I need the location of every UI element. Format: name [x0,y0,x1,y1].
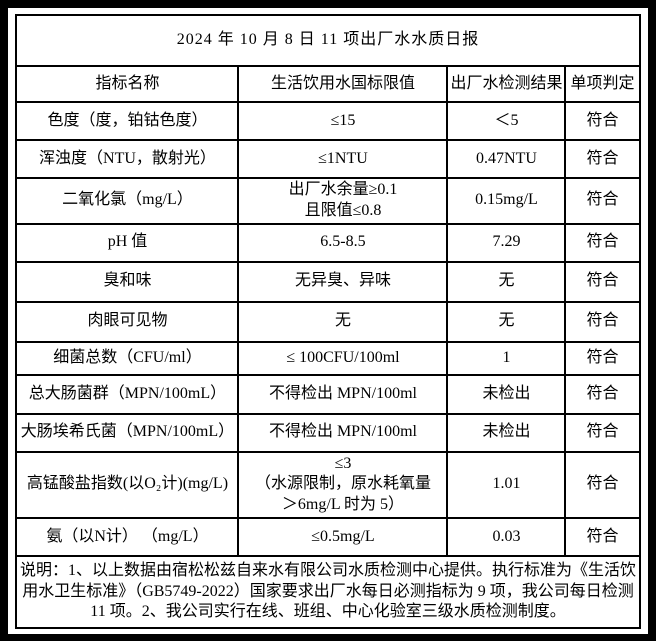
result-cell: 0.03 [446,516,567,557]
header-row: 指标名称 生活饮用水国标限值 出厂水检测结果 单项判定 [15,65,641,103]
judgement-cell: 符合 [564,516,641,557]
title-row: 2024 年 10 月 8 日 11 项出厂水水质日报 [15,14,641,67]
column-header-result: 出厂水检测结果 [446,65,567,103]
water-quality-report-table: 2024 年 10 月 8 日 11 项出厂水水质日报 指标名称 生活饮用水国标… [15,14,641,629]
indicator-name-cell: 肉眼可见物 [15,300,240,343]
indicator-name-cell: 高锰酸盐指数(以O₂计)(mg/L) [15,450,240,519]
result-cell: 1 [446,340,567,376]
judgement-cell: 符合 [564,222,641,263]
limit-cell: 出厂水余量≥0.1 且限值≤0.8 [237,177,449,225]
result-cell: 7.29 [446,222,567,263]
indicator-name-cell: 色度（度，铂钴色度） [15,101,240,141]
table-row: 肉眼可见物 无 无 符合 [15,300,641,343]
limit-cell: ≤ 100CFU/100ml [237,340,449,376]
table-row: 二氧化氯（mg/L） 出厂水余量≥0.1 且限值≤0.8 0.15mg/L 符合 [15,177,641,225]
column-header-indicator: 指标名称 [15,65,240,103]
result-cell: 未检出 [446,373,567,415]
indicator-name-cell: 总大肠菌群（MPN/100mL） [15,373,240,415]
table-row: 高锰酸盐指数(以O₂计)(mg/L) ≤3 （水源限制，原水耗氧量 ＞6mg/L… [15,450,641,519]
judgement-cell: 符合 [564,300,641,343]
table-row: 臭和味 无异臭、异味 无 符合 [15,260,641,303]
footer-note: 说明：1、以上数据由宿松松兹自来水有限公司水质检测中心提供。执行标准为《生活饮用… [15,554,641,629]
report-page: 2024 年 10 月 8 日 11 项出厂水水质日报 指标名称 生活饮用水国标… [8,8,648,634]
judgement-cell: 符合 [564,412,641,453]
result-cell: 1.01 [446,450,567,519]
result-cell: 0.47NTU [446,139,567,179]
judgement-cell: 符合 [564,260,641,303]
table-row: 总大肠菌群（MPN/100mL） 不得检出 MPN/100ml 未检出 符合 [15,373,641,415]
judgement-cell: 符合 [564,101,641,141]
judgement-cell: 符合 [564,340,641,376]
indicator-name-cell: 大肠埃希氏菌（MPN/100mL） [15,412,240,453]
limit-cell: 无异臭、异味 [237,260,449,303]
judgement-cell: 符合 [564,139,641,179]
indicator-name-cell: pH 值 [15,222,240,263]
table-row: 浑浊度（NTU，散射光） ≤1NTU 0.47NTU 符合 [15,139,641,179]
indicator-name-cell: 臭和味 [15,260,240,303]
table-row: 大肠埃希氏菌（MPN/100mL） 不得检出 MPN/100ml 未检出 符合 [15,412,641,453]
limit-cell: ≤3 （水源限制，原水耗氧量 ＞6mg/L 时为 5） [237,450,449,519]
indicator-name-cell: 浑浊度（NTU，散射光） [15,139,240,179]
limit-cell: ≤0.5mg/L [237,516,449,557]
note-row: 说明：1、以上数据由宿松松兹自来水有限公司水质检测中心提供。执行标准为《生活饮用… [15,554,641,629]
indicator-name-cell: 二氧化氯（mg/L） [15,177,240,225]
judgement-cell: 符合 [564,450,641,519]
result-cell: 无 [446,260,567,303]
limit-cell: 6.5-8.5 [237,222,449,263]
indicator-name-cell: 氨（以N计） （mg/L） [15,516,240,557]
limit-cell: 不得检出 MPN/100ml [237,412,449,453]
limit-cell: 不得检出 MPN/100ml [237,373,449,415]
limit-cell: 无 [237,300,449,343]
judgement-cell: 符合 [564,373,641,415]
table-row: 色度（度，铂钴色度） ≤15 ＜5 符合 [15,101,641,141]
result-cell: 0.15mg/L [446,177,567,225]
page-title: 2024 年 10 月 8 日 11 项出厂水水质日报 [15,14,641,67]
column-header-judgement: 单项判定 [564,65,641,103]
table-row: pH 值 6.5-8.5 7.29 符合 [15,222,641,263]
table-row: 细菌总数（CFU/ml） ≤ 100CFU/100ml 1 符合 [15,340,641,376]
result-cell: 无 [446,300,567,343]
indicator-name-cell: 细菌总数（CFU/ml） [15,340,240,376]
limit-cell: ≤15 [237,101,449,141]
limit-cell: ≤1NTU [237,139,449,179]
column-header-limit: 生活饮用水国标限值 [237,65,449,103]
result-cell: ＜5 [446,101,567,141]
table-row: 氨（以N计） （mg/L） ≤0.5mg/L 0.03 符合 [15,516,641,557]
judgement-cell: 符合 [564,177,641,225]
result-cell: 未检出 [446,412,567,453]
